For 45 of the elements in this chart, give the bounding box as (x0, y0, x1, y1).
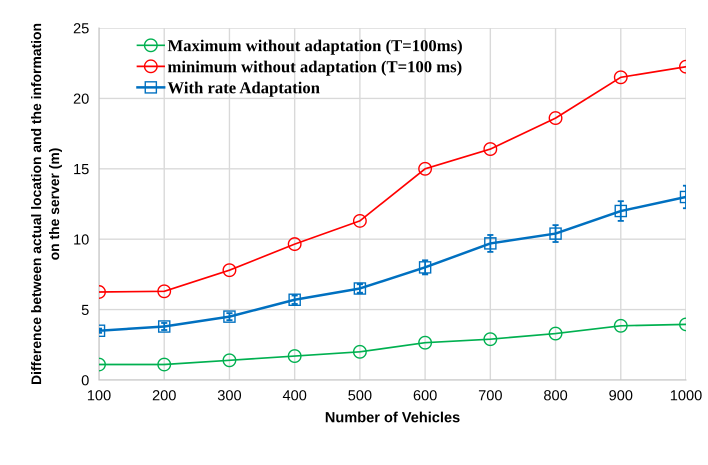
y-tick-label: 10 (74, 234, 89, 245)
x-tick-label: 900 (609, 390, 632, 400)
point (418, 261, 432, 274)
x-tick-label: 200 (152, 390, 176, 400)
y-tick-label: 20 (74, 94, 89, 104)
point (354, 282, 366, 295)
point (418, 162, 432, 176)
x-tick-label: 800 (544, 390, 568, 400)
point (158, 320, 170, 333)
y-tick-label: 5 (82, 304, 89, 316)
point (288, 237, 302, 252)
legend-label: With rate Adaptation (168, 82, 320, 97)
point (222, 353, 236, 368)
point (548, 111, 562, 126)
x-tick-label: 100 (88, 390, 111, 400)
legend-label: minimum without adaptation (T=100 ms) (168, 60, 462, 76)
y-tick-label: 0 (82, 375, 89, 386)
point (288, 349, 302, 364)
x-tick-label: 300 (218, 390, 242, 400)
legend-label: Maximum without adaptation (T=100ms) (168, 40, 462, 55)
x-tick-label: 700 (478, 390, 502, 400)
point (352, 344, 367, 359)
point (418, 336, 432, 350)
point (222, 263, 236, 278)
point (484, 237, 497, 250)
point (614, 204, 628, 218)
x-tick-label: 400 (282, 390, 306, 400)
point (614, 70, 628, 84)
x-tick-label: 500 (348, 390, 372, 400)
point (352, 214, 367, 228)
point (549, 227, 562, 240)
point (548, 326, 562, 340)
point (614, 318, 628, 333)
point (223, 310, 236, 323)
y-tick-label: 25 (74, 23, 89, 34)
point (288, 293, 301, 306)
x-tick-label: 1000 (670, 390, 702, 400)
y-tick-label: 15 (74, 164, 89, 174)
x-tick-label: 600 (414, 390, 437, 400)
point (483, 142, 498, 156)
point (157, 284, 172, 298)
point (157, 358, 172, 372)
x-axis-title: Number of Vehicles (326, 412, 460, 422)
y-axis-title: Difference between actual location and the information on the server (m) (31, 24, 62, 384)
point (483, 332, 498, 346)
